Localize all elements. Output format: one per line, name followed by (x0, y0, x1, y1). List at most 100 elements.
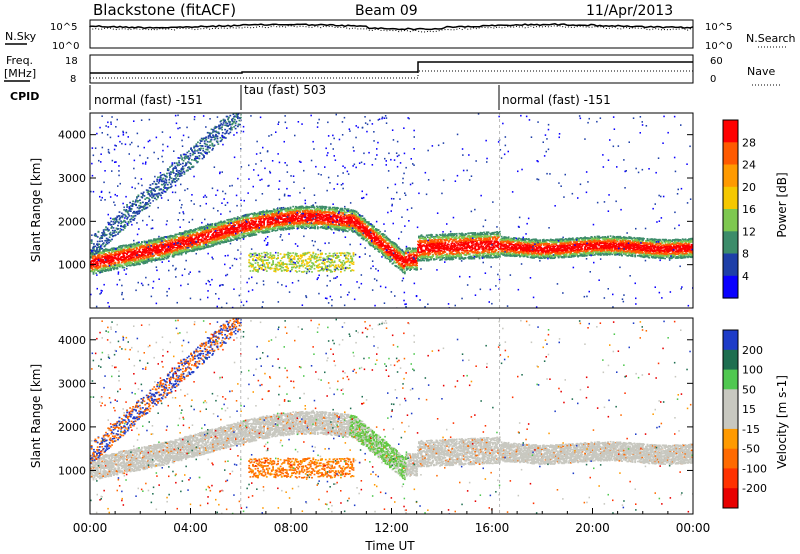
data-cell (147, 250, 149, 252)
data-cell (204, 232, 206, 234)
data-cell (329, 212, 331, 214)
data-cell (214, 237, 216, 239)
data-cell (364, 218, 366, 220)
data-cell (234, 229, 236, 231)
data-cell (221, 230, 223, 232)
nave-tick-bottom: 0 (710, 74, 716, 85)
data-cell (321, 210, 323, 212)
data-cell (313, 223, 315, 225)
data-cell (292, 206, 294, 208)
data-cell (182, 251, 184, 253)
data-cell (311, 221, 313, 223)
data-cell (175, 234, 177, 236)
data-cell (116, 268, 118, 270)
data-cell (230, 229, 232, 231)
data-cell (148, 255, 150, 257)
data-cell (109, 252, 111, 254)
data-cell (317, 228, 319, 230)
data-cell (348, 228, 350, 230)
freq-panel: Freq. [MHz] 18 8 60 0 Nave (4, 54, 782, 85)
data-cell (244, 230, 246, 232)
freq-unit-label: [MHz] (4, 67, 36, 80)
data-cell (197, 241, 199, 243)
data-cell (214, 226, 216, 228)
data-cell (347, 217, 349, 219)
data-cell (94, 271, 96, 273)
data-cell (394, 254, 396, 256)
data-cell (358, 231, 360, 233)
data-cell (261, 218, 263, 220)
data-cell (136, 258, 138, 260)
data-cell (372, 231, 374, 233)
data-cell (356, 225, 358, 227)
data-cell (220, 235, 222, 237)
data-cell (275, 214, 277, 216)
data-cell (330, 220, 332, 222)
data-cell (155, 253, 157, 255)
data-cell (286, 223, 288, 225)
data-cell (357, 219, 359, 221)
data-cell (201, 229, 203, 231)
data-cell (314, 226, 316, 228)
data-cell (92, 269, 94, 271)
data-cell (329, 207, 331, 209)
data-cell (398, 246, 400, 248)
data-cell (377, 242, 379, 244)
data-cell (342, 218, 344, 220)
data-cell (101, 268, 103, 270)
data-cell (111, 251, 113, 253)
data-cell (290, 207, 292, 209)
data-cell (229, 237, 231, 239)
data-cell (112, 254, 114, 256)
data-cell (144, 258, 146, 260)
data-cell (229, 232, 231, 234)
data-cell (248, 221, 250, 223)
data-cell (217, 229, 219, 231)
data-cell (205, 238, 207, 240)
freq-label: Freq. (6, 54, 33, 67)
data-cell (345, 218, 347, 220)
data-cell (253, 216, 255, 218)
data-cell (281, 210, 283, 212)
data-cell (99, 257, 101, 259)
data-cell (356, 229, 358, 231)
data-cell (344, 212, 346, 214)
data-cell (189, 246, 191, 248)
data-cell (189, 250, 191, 252)
data-cell (371, 234, 373, 236)
data-cell (169, 236, 171, 238)
data-cell (317, 226, 319, 228)
data-cell (282, 209, 284, 211)
data-cell (189, 234, 191, 236)
data-cell (368, 221, 370, 223)
data-cell (100, 265, 102, 267)
data-cell (255, 219, 257, 221)
data-cell (401, 263, 403, 265)
data-cell (383, 239, 385, 241)
data-cell (129, 260, 131, 262)
data-cell (126, 245, 128, 247)
data-cell (379, 231, 381, 233)
data-cell (317, 207, 319, 209)
data-cell (243, 228, 245, 230)
data-cell (269, 225, 271, 227)
data-cell (376, 229, 378, 231)
data-cell (201, 248, 203, 250)
data-cell (335, 212, 337, 214)
data-cell (264, 219, 266, 221)
data-cell (345, 230, 347, 232)
data-cell (299, 215, 301, 217)
data-cell (224, 226, 226, 228)
data-cell (196, 233, 198, 235)
data-cell (320, 206, 322, 208)
station-title: Blackstone (fitACF) (93, 1, 236, 19)
data-cell (368, 241, 370, 243)
data-cell (272, 210, 274, 212)
data-cell (392, 241, 394, 243)
data-cell (258, 224, 260, 226)
data-cell (384, 234, 386, 236)
data-cell (335, 228, 337, 230)
data-cell (342, 222, 344, 224)
data-cell (225, 229, 227, 231)
